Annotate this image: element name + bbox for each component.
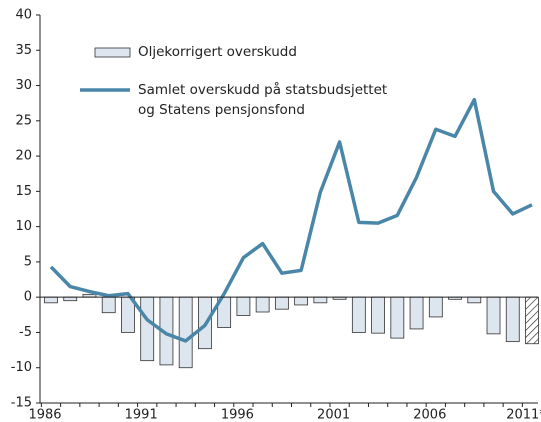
- y-tick-label: -5: [19, 325, 32, 340]
- bar: [294, 296, 309, 306]
- y-tick-label: 25: [15, 113, 32, 128]
- x-tick-label: 1991: [125, 408, 158, 422]
- y-tick-label: 40: [15, 8, 32, 23]
- bar: [255, 296, 270, 313]
- bar: [178, 296, 193, 369]
- bar: [428, 296, 443, 318]
- y-tick-label: 0: [24, 290, 32, 305]
- bar: [101, 296, 116, 314]
- x-tick-label: 2011*: [506, 408, 541, 422]
- x-tick-label: 2001: [317, 408, 350, 422]
- bar: [409, 296, 424, 330]
- bar: [467, 296, 482, 304]
- bar: [63, 296, 78, 302]
- bar: [44, 296, 58, 304]
- legend-swatch: [94, 47, 131, 58]
- line: [49, 97, 533, 343]
- bar: [351, 296, 366, 333]
- y-tick-label: -10: [11, 360, 32, 375]
- y-tick-label: 35: [15, 43, 32, 58]
- bar: [371, 296, 385, 334]
- legend-label: Samlet overskudd på statsbudsjettet og S…: [138, 82, 388, 118]
- y-tick-label: -15: [11, 396, 32, 411]
- bar: [313, 296, 328, 304]
- bar: [274, 296, 289, 310]
- legend-label: Oljekorrigert overskudd: [138, 44, 297, 60]
- bar: [236, 296, 251, 316]
- y-tick-label: 10: [15, 219, 32, 234]
- y-tick-label: 30: [15, 78, 32, 93]
- x-tick-label: 1996: [221, 408, 254, 422]
- x-tick-label: 1986: [28, 408, 61, 422]
- y-tick-label: 20: [15, 149, 32, 164]
- y-tick-label: 15: [15, 184, 32, 199]
- y-tick-label: 5: [24, 254, 32, 269]
- bar: [486, 296, 501, 335]
- bar: [525, 296, 539, 345]
- x-tick-label: 2006: [413, 408, 446, 422]
- bar: [140, 296, 155, 362]
- bar: [390, 296, 405, 339]
- bar: [505, 296, 520, 343]
